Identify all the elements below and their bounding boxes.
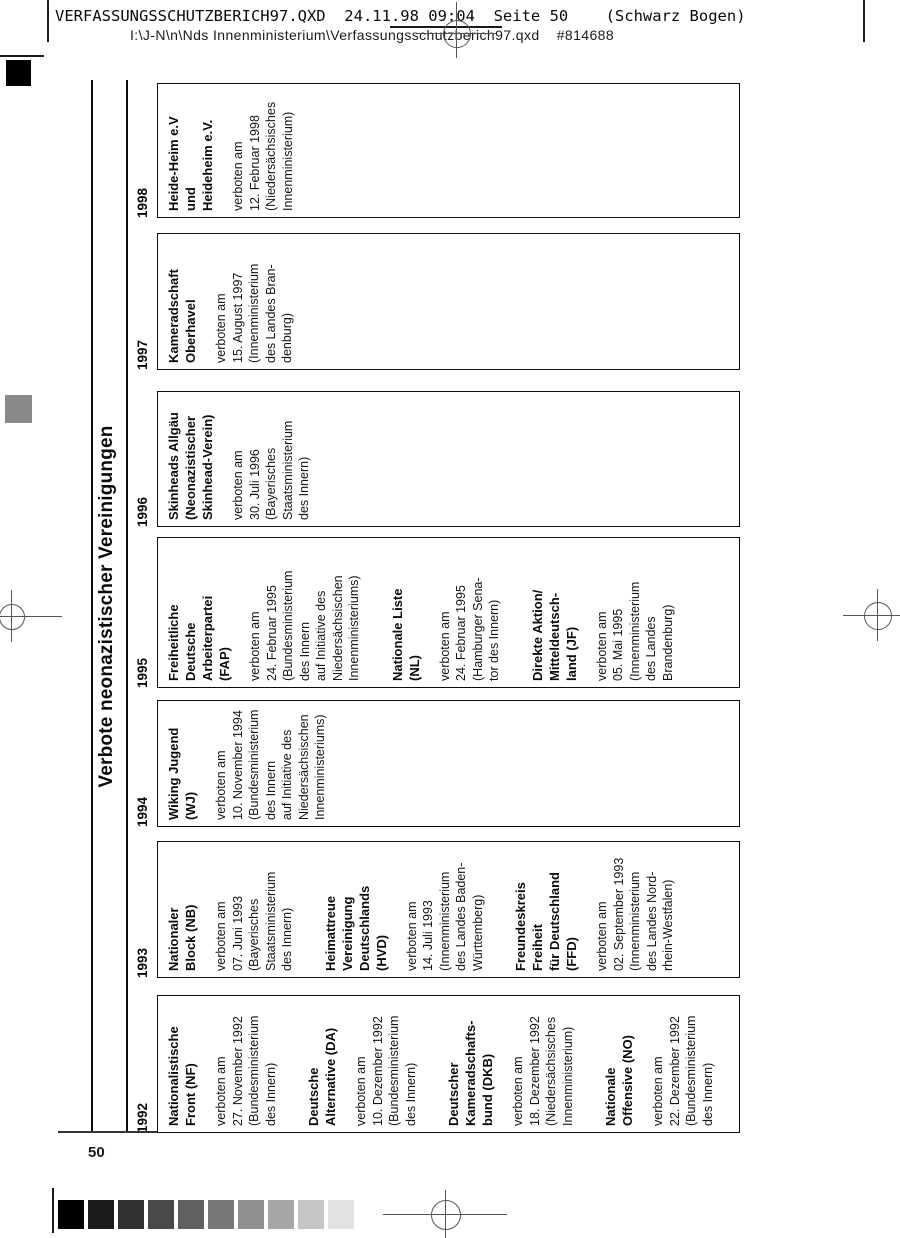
org-name: Freundeskreis Freiheit für Deutschland (FFD…: [513, 872, 579, 971]
org-entry: Freundeskreis Freiheit für Deutschland (FFD…: [512, 847, 677, 971]
year-label: 1996: [135, 496, 150, 527]
org-ban-details: verboten am 10. Dezember 1992 (Bundesminis…: [354, 1015, 418, 1126]
year-column-1993: 1993 Nationaler Block (NB) verboten am 07. J…: [135, 841, 740, 978]
header-filename-line: VERFASSUNGSSCHUTZBERICH97.QXD 24.11.98 0…: [55, 7, 746, 25]
org-entry: Kameradschaft Oberhavel verboten am 15. Aug…: [165, 239, 296, 363]
org-name: Freiheitliche Deutsche Arbeiterpartei (FAP): [166, 595, 232, 681]
org-entry: Deutscher Kameradschafts-bund (DKB) verbot…: [445, 1001, 576, 1126]
chart-title: Verbote neonazistischer Vereinigungen: [96, 425, 117, 788]
org-name: Deutscher Kameradschafts-bund (DKB): [446, 1020, 495, 1127]
color-bar-swatch: [298, 1200, 324, 1229]
org-entry: Freiheitliche Deutsche Arbeiterpartei (FAP)…: [165, 543, 363, 681]
org-ban-details: verboten am 18. Dezember 1992 (Niedersächs…: [511, 1016, 575, 1126]
org-name: Heide-Heim e.V und Heideheim e.V.: [166, 116, 215, 211]
year-box: Freiheitliche Deutsche Arbeiterpartei (FAP)…: [157, 537, 740, 688]
org-ban-details: verboten am 14. Juli 1993 (Innenministeriu…: [404, 862, 485, 971]
year-label: 1994: [135, 796, 150, 827]
org-name: Deutsche Alternative (DA): [306, 1027, 338, 1126]
year-column-1995: 1995 Freiheitliche Deutsche Arbeiterpartei(…: [135, 537, 740, 688]
header-left-rule: [47, 0, 49, 42]
year-label: 1993: [135, 947, 150, 978]
org-name: Skinheads Allgäu (Neonazistischer Skinhead…: [166, 412, 215, 520]
black-calibration-square: [6, 60, 31, 86]
org-entry: Deutsche Alternative (DA) verboten am 10. D…: [305, 1001, 419, 1126]
year-box: Heide-Heim e.V und Heideheim e.V. verboten …: [157, 83, 740, 218]
org-ban-details: verboten am 05. Mai 1995 (Innenministerium…: [594, 581, 675, 681]
bottom-left-edge-mark: [58, 1131, 157, 1133]
color-bar-swatch: [328, 1200, 354, 1229]
color-bar-swatch: [178, 1200, 204, 1229]
org-entry: Nationale Offensive (NO) verboten am 22. De…: [602, 1001, 716, 1126]
org-name: Nationalistische Front (NF): [166, 1026, 198, 1126]
org-ban-details: verboten am 02. September 1993 (Innenminis…: [595, 857, 675, 971]
color-bar-swatch: [268, 1200, 294, 1229]
gray-calibration-square: [5, 395, 32, 423]
org-entry: Heimattreue Vereinigung Deutschlands (HVD) v…: [322, 847, 487, 971]
year-column-1998: 1998 Heide-Heim e.V und Heideheim e.V. verbo…: [135, 83, 740, 218]
org-entry: Direkte Aktion/Mitteldeutsch-land (JF) ve…: [529, 543, 677, 681]
year-label: 1997: [135, 339, 150, 370]
color-bar-swatch: [88, 1200, 114, 1229]
org-name: Heimattreue Vereinigung Deutschlands (HVD): [322, 885, 389, 971]
year-label: 1995: [135, 657, 150, 688]
header-right-rule: [863, 0, 865, 42]
org-ban-details: verboten am 07. Juni 1993 (Bayerisches Staa…: [214, 871, 294, 971]
org-ban-details: verboten am 24. Februar 1995 (Bundesminist…: [248, 570, 361, 681]
org-name: Nationale Offensive (NO): [603, 1034, 635, 1126]
org-ban-details: verboten am 27. November 1992 (Bundesminis…: [214, 1015, 278, 1126]
org-entry: Heide-Heim e.V und Heideheim e.V. verboten …: [165, 89, 296, 211]
header-filepath-line: I:\J-N\n\Nds Innenministerium\Verfassung…: [130, 27, 615, 43]
year-box: Kameradschaft Oberhavel verboten am 15. Aug…: [157, 233, 740, 370]
bottom-crop-rule: [52, 1188, 54, 1233]
org-entry: Nationale Liste (NL) verboten am 24. Februa…: [389, 543, 503, 681]
year-column-1994: 1994 Wiking Jugend (WJ) verboten am 10. Nove…: [135, 700, 740, 827]
page-number: 50: [88, 1144, 105, 1161]
org-name: Nationale Liste (NL): [389, 588, 422, 681]
year-box: Nationaler Block (NB) verboten am 07. Juni …: [157, 841, 740, 978]
org-ban-details: verboten am 24. Februar 1995 (Hamburger Se…: [437, 577, 502, 681]
org-name: Nationaler Block (NB): [166, 904, 198, 971]
org-ban-details: verboten am 12. Februar 1998 (Niedersächsi…: [231, 101, 295, 211]
org-name: Kameradschaft Oberhavel: [166, 269, 198, 363]
org-ban-details: verboten am 15. August 1997 (Innenminister…: [214, 263, 294, 363]
title-bottom-rule: [126, 80, 128, 1133]
rotated-report-sheet: Verbote neonazistischer Vereinigungen 19…: [90, 80, 740, 1133]
org-ban-details: verboten am 22. Dezember 1992 (Bundesminis…: [651, 1015, 715, 1126]
title-top-rule: [91, 80, 93, 1133]
org-entry: Wiking Jugend (WJ) verboten am 10. November…: [165, 706, 329, 820]
org-ban-details: verboten am 10. November 1994 (Bundesminis…: [214, 709, 327, 820]
org-entry: Nationalistische Front (NF) verboten am 27.…: [165, 1001, 279, 1126]
org-name: Direkte Aktion/Mitteldeutsch-land (JF): [529, 589, 579, 681]
year-column-1996: 1996 Skinheads Allgäu (Neonazistischer Skin…: [135, 391, 740, 527]
color-bar-swatch: [238, 1200, 264, 1229]
year-columns: 1992 Nationalistische Front (NF) verboten a…: [135, 80, 740, 1133]
org-entry: Nationaler Block (NB) verboten am 07. Juni …: [165, 847, 296, 971]
year-box: Nationalistische Front (NF) verboten am 27.…: [157, 995, 740, 1133]
org-entry: Skinheads Allgäu (Neonazistischer Skinhead…: [165, 397, 313, 520]
color-bar-swatch: [208, 1200, 234, 1229]
org-name: Wiking Jugend (WJ): [166, 727, 198, 820]
year-box: Wiking Jugend (WJ) verboten am 10. November…: [157, 700, 740, 827]
top-left-edge-mark: [0, 55, 44, 57]
color-bar-swatch: [118, 1200, 144, 1229]
grayscale-color-bar: [58, 1200, 354, 1229]
year-label: 1992: [135, 1102, 150, 1133]
year-label: 1998: [135, 187, 150, 218]
org-ban-details: verboten am 30. Juli 1996 (Bayerisches Staa…: [231, 420, 311, 520]
color-bar-swatch: [148, 1200, 174, 1229]
year-column-1992: 1992 Nationalistische Front (NF) verboten a…: [135, 995, 740, 1133]
year-column-1997: 1997 Kameradschaft Oberhavel verboten am 15.…: [135, 233, 740, 370]
year-box: Skinheads Allgäu (Neonazistischer Skinhead…: [157, 391, 740, 527]
color-bar-swatch: [58, 1200, 84, 1229]
